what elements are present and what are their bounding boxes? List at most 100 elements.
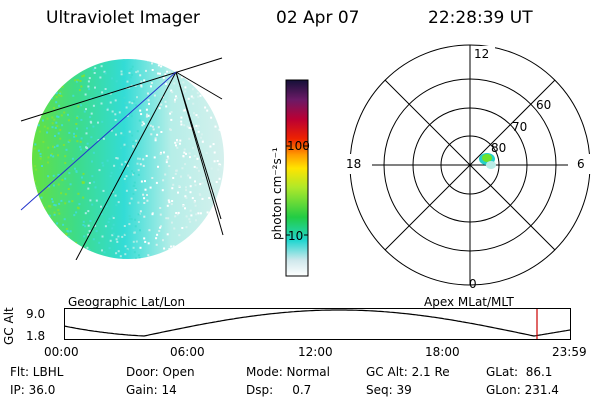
image-pixel <box>56 115 59 118</box>
image-pixel <box>89 116 92 119</box>
image-pixel <box>191 67 194 70</box>
image-pixel <box>91 61 94 63</box>
image-pixel <box>201 256 204 259</box>
image-pixel <box>137 213 140 216</box>
image-pixel <box>146 113 148 116</box>
image-pixel <box>57 132 60 135</box>
image-pixel <box>236 190 238 192</box>
polar-aurora <box>479 153 496 169</box>
image-pixel <box>168 165 171 167</box>
image-pixel <box>229 122 231 124</box>
image-pixel <box>140 180 143 183</box>
image-pixel <box>186 244 189 247</box>
image-pixel <box>220 79 223 81</box>
image-pixel <box>188 126 191 129</box>
image-pixel <box>120 163 123 166</box>
image-pixel <box>193 125 196 128</box>
image-pixel <box>184 207 186 210</box>
image-pixel <box>188 152 191 155</box>
image-pixel <box>224 254 226 256</box>
image-pixel <box>78 203 81 206</box>
image-pixel <box>32 213 34 216</box>
image-pixel <box>75 80 78 83</box>
image-pixel <box>148 102 150 105</box>
image-pixel <box>189 220 192 223</box>
image-pixel <box>184 195 187 198</box>
image-pixel <box>189 209 192 212</box>
image-pixel <box>83 110 86 113</box>
image-pixel <box>178 185 181 188</box>
image-pixel <box>195 124 198 127</box>
image-pixel <box>37 191 40 194</box>
image-pixel <box>143 215 146 218</box>
image-pixel <box>176 146 179 149</box>
image-pixel <box>118 111 121 114</box>
image-pixel <box>186 60 189 63</box>
image-pixel <box>191 197 194 200</box>
image-pixel <box>182 204 185 206</box>
image-pixel <box>44 206 47 209</box>
image-pixel <box>149 124 152 127</box>
image-pixel <box>196 127 199 130</box>
image-pixel <box>142 158 145 161</box>
image-pixel <box>55 86 58 89</box>
image-pixel <box>158 107 161 110</box>
image-pixel <box>136 96 138 99</box>
image-pixel <box>34 205 37 208</box>
image-pixel <box>83 59 85 61</box>
image-pixel <box>231 238 233 240</box>
image-pixel <box>126 80 129 83</box>
image-pixel <box>221 74 223 77</box>
image-pixel <box>166 233 169 236</box>
image-pixel <box>153 94 156 97</box>
image-pixel <box>60 85 63 88</box>
image-pixel <box>159 207 162 209</box>
image-pixel <box>33 92 36 95</box>
image-pixel <box>130 73 133 76</box>
image-pixel <box>224 229 226 231</box>
image-pixel <box>189 185 192 188</box>
image-pixel <box>164 173 167 176</box>
image-pixel <box>127 203 130 206</box>
door-readout: Door: Open <box>126 365 195 379</box>
image-pixel <box>32 92 34 95</box>
image-pixel <box>195 213 198 216</box>
image-pixel <box>183 109 186 112</box>
image-pixel <box>56 125 59 128</box>
image-pixel <box>80 148 82 151</box>
image-pixel <box>98 241 101 244</box>
image-pixel <box>88 182 91 184</box>
image-pixel <box>87 85 90 88</box>
image-pixel <box>115 157 118 159</box>
image-pixel <box>189 176 192 179</box>
image-pixel <box>235 159 237 161</box>
image-pixel <box>141 121 144 124</box>
image-pixel <box>71 256 74 259</box>
image-pixel <box>80 104 83 107</box>
image-pixel <box>192 102 195 105</box>
image-pixel <box>58 85 61 88</box>
image-pixel <box>191 88 194 91</box>
image-pixel <box>50 97 53 100</box>
image-pixel <box>57 154 59 157</box>
image-pixel <box>112 232 115 235</box>
image-pixel <box>64 177 67 180</box>
image-pixel <box>227 220 229 222</box>
seq-readout: Seq: 39 <box>366 383 412 397</box>
image-pixel <box>170 89 173 92</box>
image-pixel <box>186 125 189 128</box>
image-pixel <box>144 180 146 183</box>
image-pixel <box>124 232 127 235</box>
image-pixel <box>36 94 39 97</box>
image-pixel <box>111 227 114 230</box>
image-pixel <box>40 252 42 255</box>
image-pixel <box>28 120 30 122</box>
image-pixel <box>205 220 208 223</box>
image-pixel <box>101 249 103 252</box>
image-pixel <box>105 205 108 208</box>
image-pixel <box>88 230 91 233</box>
image-pixel <box>90 136 93 139</box>
image-pixel <box>41 243 44 246</box>
image-pixel <box>134 225 137 228</box>
image-pixel <box>230 161 232 163</box>
